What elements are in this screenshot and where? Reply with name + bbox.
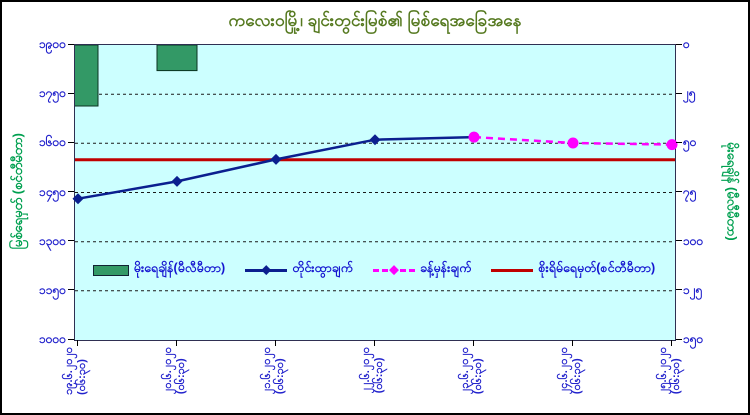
legend-label: မိုးရေချိန်(မီလီမီတာ) [133,261,226,275]
legend-diamond-marker-icon: ◆ [261,261,272,276]
legend-item: ◆ တိုင်းထွာချက် [245,261,353,279]
x-label-time: (၀၆:၃၀) [670,358,682,395]
right-axis-title: မိုးရေချိန် (မီလီမီတာ) [716,44,748,339]
right-tick-mark [676,338,682,340]
bottom-tick-mark [670,340,672,346]
left-axis-tick-label: ၁၀၀၀ [39,332,66,346]
right-tick-mark [676,191,682,192]
x-label-time: (၀၆:၃၀) [175,358,187,395]
rainfall-bar [156,45,198,72]
right-axis-tick-label: ၁၂၅ [683,282,703,297]
legend-line-swatch: ◆ [245,262,288,275]
left-tick-mark [68,141,74,143]
right-axis-tick-label: ၇၅ [683,184,697,199]
x-label-date: ၂၅.၆.၂၀၂၀ [657,347,669,395]
x-label-date: ၁၉.၆.၂၀၂၀ [63,347,75,395]
left-tick-mark [68,191,74,192]
measured-point-diamond [171,175,183,187]
measured-point-diamond [369,134,381,146]
plot-area [72,44,678,341]
bottom-tick-mark [373,340,375,346]
left-axis-tick-label: ၁၃၀၀ [39,233,66,248]
legend-item: ◆ ခန့်မှန်းချက် [372,261,472,279]
x-label-date: ၂၂.၆.၂၀၂၀ [360,347,372,394]
x-label-time: (၀၆:၃၀) [76,359,88,395]
x-axis-label: ၁၉.၆.၂၀၂၀ (၀၆:၃၀) [63,347,111,395]
right-tick-mark [676,141,682,143]
x-label-time: (၀၆:၃၀) [472,358,484,395]
right-axis-tick-label: ၀ [683,37,690,51]
legend-bar-swatch [92,264,129,276]
measured-point-diamond [72,193,84,205]
x-label-time: (၀၆:၃၀) [373,357,385,394]
measured-point-diamond [270,153,282,165]
right-axis-tick-label: ၂၅ [683,86,696,101]
forecast-point-circle [567,137,579,149]
left-tick-mark [68,43,74,45]
bottom-tick-mark [175,340,177,346]
right-axis-tick-label: ၁၅၀ [683,332,704,346]
forecast-point-circle [468,131,480,143]
bottom-tick-mark [472,340,474,346]
legend-item: မိုးရေချိန်(မီလီမီတာ) [92,261,226,279]
x-axis-label: ၂၄.၆.၂၀၂၀ (၀၆:၃၀) [558,347,605,394]
x-axis-label: ၂၁.၆.၂၀၂၀ (၀၆:၃၀) [261,347,308,394]
rainfall-bar [75,45,99,107]
right-tick-mark [676,92,682,94]
bottom-tick-mark [76,340,78,346]
x-label-date: ၂၃.၆.၂၀၂၀ [459,347,471,395]
left-axis-tick-label: ၁၁၅၀ [39,282,66,297]
x-axis-label: ၂၃.၆.၂၀၂၀ (၀၆:၃၀) [459,347,506,394]
chart-title: ကလေးဝမြို့၊ ချင်းတွင်းမြစ်၏ မြစ်ရေအခြေအန… [228,11,522,30]
bottom-tick-mark [571,340,573,346]
left-axis-tick-label: ၁၄၅၀ [39,184,66,199]
legend-line-swatch [491,268,534,272]
legend-label: ခန့်မှန်းချက် [419,261,472,275]
left-axis-tick-label: ၁၉၀၀ [39,37,66,51]
left-axis-tick-label: ၁၆၀၀ [39,135,66,150]
right-axis-tick-label: ၅၀ [683,135,697,150]
x-axis-label: ၂၂.၆.၂၀၂၀ (၀၆:၃၀) [360,347,406,393]
right-tick-mark [676,43,682,45]
legend-label: တိုင်းထွာချက် [292,261,353,275]
legend-label: စိုးရိမ်ရေမှတ်(စင်တီမီတာ) [538,261,656,275]
left-tick-mark [68,240,74,242]
legend-line-swatch: ◆ [372,262,415,275]
right-tick-mark [676,289,682,291]
forecast-point-circle [666,139,678,151]
x-axis-label: ၂၀.၆.၂၀၂၀ (၀၆:၃၀) [162,347,209,394]
x-label-date: ၂၄.၆.၂၀၂၀ [558,347,570,395]
right-axis-tick-label: ၁၀၀ [683,233,704,248]
left-tick-mark [68,289,74,291]
x-axis-label: ၂၅.၆.၂၀၂၀ (၀၆:၃၀) [657,347,704,394]
legend-diamond-marker-icon: ◆ [388,261,399,276]
legend: မိုးရေချိန်(မီလီမီတာ) ◆ တိုင်းထွာချက် ◆ ခန့်… [74,261,674,279]
bottom-tick-mark [274,340,276,346]
x-label-time: (၀၆:၃၀) [571,358,583,395]
measured-line [77,135,475,200]
left-axis-tick-label: ၁၇၅၀ [39,86,66,101]
left-tick-mark [68,92,74,94]
x-label-date: ၂၀.၆.၂၀၂၀ [162,347,174,395]
legend-item: စိုးရိမ်ရေမှတ်(စင်တီမီတာ) [491,261,655,279]
right-axis-title-text: မိုးရေချိန် (မီလီမီတာ) [724,142,740,241]
x-label-date: ၂၁.၆.၂၀၂၀ [261,347,273,395]
left-tick-mark [68,338,74,340]
x-label-time: (၀၆:၃၀) [274,358,286,395]
right-tick-mark [676,240,682,242]
plot-canvas [72,45,678,292]
